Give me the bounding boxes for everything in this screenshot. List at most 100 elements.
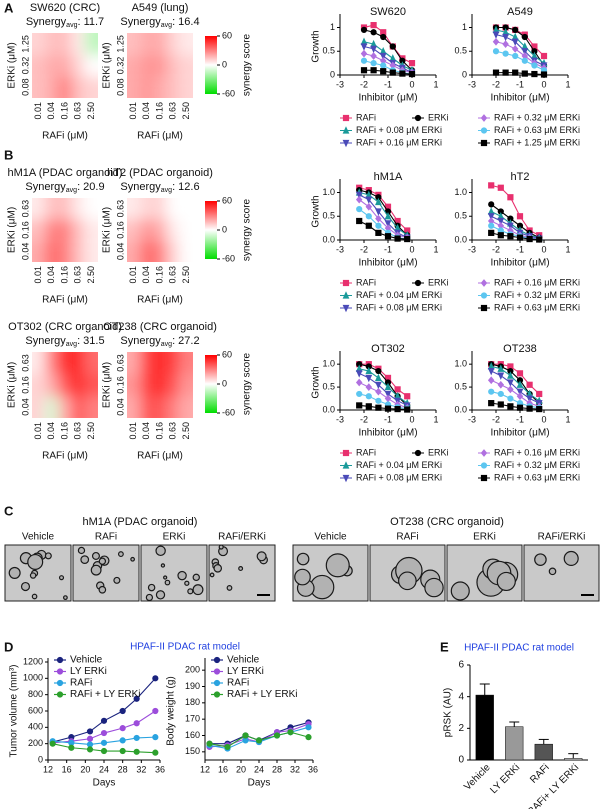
heatmap: [127, 33, 193, 98]
heat-cell: [58, 352, 72, 374]
legend-label: RAFi + 0.08 μM ERKi: [356, 472, 442, 482]
marker: [119, 737, 126, 744]
marker: [507, 233, 514, 240]
x-tick-label: 28: [118, 764, 128, 774]
y-tick-label: 0.5: [322, 211, 335, 221]
y-tick-label: 1.0: [322, 187, 335, 197]
marker: [507, 385, 514, 394]
heat-cell: [32, 219, 46, 241]
legend-marker: [56, 691, 64, 698]
legend-marker: [342, 279, 350, 287]
y-tick-label: 0.32: [20, 57, 30, 75]
legend-marker: [480, 449, 488, 457]
x-tick-label: 20: [236, 764, 246, 774]
marker: [540, 71, 548, 78]
heat-cell: [58, 219, 72, 241]
heat-cell: [45, 76, 59, 98]
annotation: Synergyavg: 27.2: [120, 335, 199, 348]
x-axis-label: Inhibitor (μM): [358, 258, 417, 269]
organoid: [130, 556, 135, 562]
legend-marker: [480, 114, 488, 122]
marker: [408, 60, 416, 67]
heatmap-cells: [127, 33, 193, 98]
organoid: [91, 551, 100, 560]
marker: [408, 70, 416, 78]
legend-marker: [414, 449, 422, 457]
heat-cell: [71, 219, 85, 241]
marker: [68, 744, 75, 751]
annotation-tail: : 12.6: [172, 181, 200, 193]
marker: [488, 222, 495, 229]
heat-cell: [166, 396, 180, 418]
marker: [502, 50, 509, 57]
marker: [521, 33, 528, 41]
marker: [375, 197, 382, 206]
y-tick-label: 1200: [23, 656, 43, 666]
x-tick-label: -3: [468, 414, 476, 424]
marker: [521, 48, 529, 56]
marker: [521, 57, 528, 64]
heat-cell: [166, 219, 180, 241]
heat-cell: [127, 374, 141, 396]
y-axis-label: ERKi (μM): [7, 42, 18, 88]
organoid: [117, 551, 124, 558]
x-tick-label: 0.01: [33, 102, 43, 120]
x-axis-label: Inhibitor (μM): [358, 428, 417, 439]
x-tick-label: 0: [409, 244, 414, 254]
x-axis-label: Inhibitor (μM): [358, 93, 417, 104]
heat-cell: [58, 240, 72, 262]
x-tick-label: 36: [308, 764, 318, 774]
marker: [375, 381, 382, 390]
marker: [375, 397, 382, 404]
heat-cell: [84, 352, 98, 374]
legend-label: RAFi + 0.08 μM ERKi: [356, 302, 442, 312]
marker: [370, 67, 377, 74]
x-tick-label: 24: [99, 764, 109, 774]
y-tick-label: 200: [28, 738, 43, 748]
y-tick-label: 0.16: [115, 221, 125, 239]
organoid: [424, 577, 444, 598]
x-tick-label: 2.50: [86, 102, 96, 120]
heat-cell: [153, 33, 167, 55]
y-tick-label: 0: [38, 754, 43, 764]
x-tick-label: -2: [492, 79, 500, 89]
y-axis-label: ERKi (μM): [7, 207, 18, 253]
x-axis-label: RAFi (μM): [42, 295, 88, 306]
annotation-text: Synergy: [25, 335, 66, 347]
heat-cell: [32, 352, 46, 374]
legend-label: RAFi + 0.32 μM ERKi: [494, 460, 580, 470]
colorbar: [205, 201, 217, 259]
organoid: [31, 593, 38, 600]
x-tick-label: -3: [336, 79, 344, 89]
legend-marker: [342, 291, 350, 299]
heat-cell: [58, 396, 72, 418]
y-tick-label: 4: [458, 691, 464, 702]
y-tick-label: 1.25: [115, 35, 125, 53]
x-axis-label: Inhibitor (μM): [490, 258, 549, 269]
heat-cell: [179, 76, 193, 98]
organoid: [160, 563, 166, 568]
legend-label: RAFi + 1.25 μM ERKi: [494, 137, 580, 147]
marker: [152, 734, 159, 741]
chart-title: SW620: [370, 6, 406, 18]
heat-cell: [179, 396, 193, 418]
heat-cell: [140, 198, 154, 220]
marker: [375, 373, 382, 382]
marker: [370, 60, 377, 67]
marker: [384, 220, 392, 228]
y-tick-label: 0.63: [20, 200, 30, 218]
marker: [119, 707, 126, 715]
heat-cell: [58, 54, 72, 77]
heat-cell: [84, 396, 98, 418]
heatmap-cells: [32, 33, 98, 98]
heat-cell: [140, 219, 154, 241]
x-tick-label: -1: [516, 79, 524, 89]
condition-label: RAFi/ERKi: [218, 532, 266, 543]
chart-title: A549 (lung): [132, 2, 189, 14]
marker: [502, 33, 509, 42]
y-tick-label: 6: [458, 660, 464, 671]
x-axis-label: Inhibitor (μM): [490, 93, 549, 104]
x-tick-label: 0.63: [168, 102, 178, 120]
marker: [488, 400, 495, 407]
y-tick-label: 0.63: [115, 354, 125, 372]
